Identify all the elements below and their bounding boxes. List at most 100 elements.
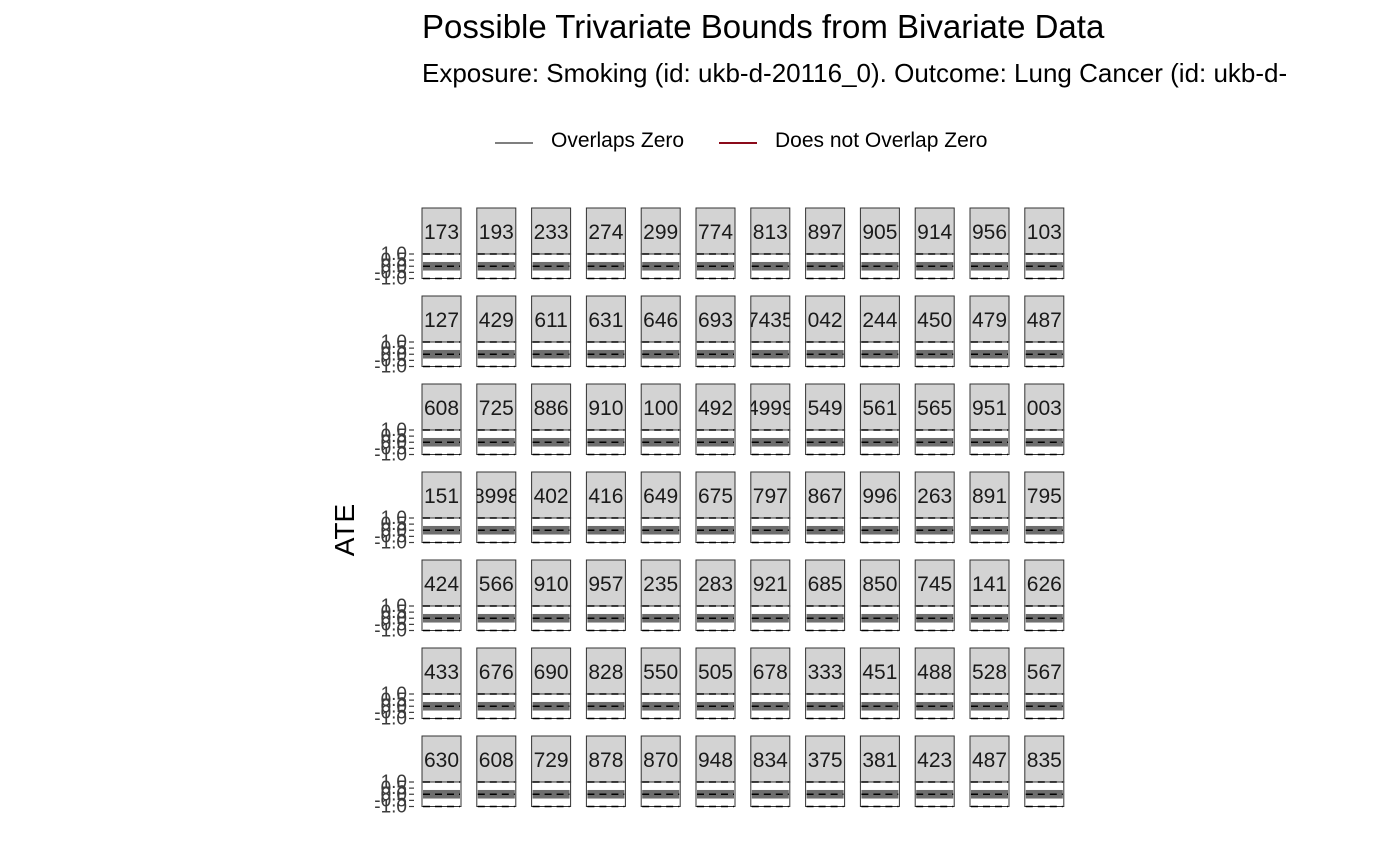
y-tick-label: 1.0 (381, 596, 407, 617)
facet-strip (585, 295, 626, 343)
facet-panel: 193 (476, 207, 517, 280)
facet-panel: 487 (969, 735, 1010, 808)
facet-strip (805, 735, 846, 783)
facet-strip (421, 295, 462, 343)
facet-strip-label: 608 (424, 397, 459, 420)
facet-strip-label: 828 (588, 661, 623, 684)
facet-strip (969, 295, 1010, 343)
y-tick-label: 0.0 (381, 696, 407, 717)
facet-strip-label: 867 (808, 485, 843, 508)
facet-strip-label: 685 (808, 573, 843, 596)
facet-strip-label: 948 (698, 749, 733, 772)
y-tick-label: 1.0 (381, 772, 407, 793)
facet-strip-label: 611 (534, 309, 567, 332)
facet-strip-label: 678 (753, 661, 788, 684)
facet-strip-label: 886 (534, 397, 569, 420)
facet-strip-label: 433 (424, 661, 459, 684)
facet-strip (1024, 559, 1065, 607)
facet-strip-label: 244 (862, 309, 897, 332)
facet-strip (805, 207, 846, 255)
facet-strip (476, 647, 517, 695)
y-tick-label: -1.0 (374, 621, 407, 642)
y-tick-label: 0.0 (381, 520, 407, 541)
facet-panel: 948 (695, 735, 736, 808)
facet-panel: 550 (640, 647, 681, 720)
facet-strip-label: 910 (588, 397, 623, 420)
facet-strip-label: 173 (424, 221, 459, 244)
y-tick-label: 1.0 (381, 508, 407, 529)
facet-panel: 283 (695, 559, 736, 632)
facet-strip (585, 647, 626, 695)
facet-panel: 921 (750, 559, 791, 632)
facet-strip-label: 630 (424, 749, 459, 772)
facet-panel: 375 (805, 735, 846, 808)
y-tick-label: 1.0 (381, 420, 407, 441)
facet-strip-label: 565 (917, 397, 952, 420)
facet-strip-label: 870 (643, 749, 678, 772)
facet-strip-label: 996 (862, 485, 897, 508)
facet-strip-label: 725 (479, 397, 514, 420)
facet-strip-label: 905 (862, 221, 897, 244)
facet-strip-label: 675 (698, 485, 733, 508)
facet-panel: 835 (1024, 735, 1065, 808)
facet-strip-label: 951 (972, 397, 1007, 420)
facet-strip-label: 283 (698, 573, 733, 596)
y-tick-label: 1.0 (381, 332, 407, 353)
facet-strip-label: 7435 (747, 309, 794, 332)
facet-strip (859, 207, 900, 255)
facet-strip (859, 383, 900, 431)
facet-panel: 828 (585, 647, 626, 720)
legend-key-overlaps-zero (495, 142, 533, 144)
facet-strip (640, 207, 681, 255)
legend-label-overlaps-zero: Overlaps Zero (551, 129, 685, 152)
facet-panel: 487 (1024, 295, 1065, 368)
facet-panel: 451 (859, 647, 900, 720)
facet-panel: 424 (421, 559, 462, 632)
facet-strip (476, 383, 517, 431)
facet-strip (914, 647, 955, 695)
facet-strip (640, 647, 681, 695)
y-tick-label: -0.5 (374, 526, 407, 547)
facet-strip-label: 626 (1027, 573, 1062, 596)
facet-strip (914, 383, 955, 431)
facet-panel: 549 (805, 383, 846, 456)
facet-panel: 685 (805, 559, 846, 632)
y-tick-label: 0.5 (381, 602, 407, 623)
facet-strip (585, 559, 626, 607)
y-tick-label: -1.0 (374, 357, 407, 378)
facet-strip-label: 003 (1027, 397, 1062, 420)
y-tick-label: -0.5 (374, 350, 407, 371)
facet-strip (750, 295, 791, 343)
y-tick-label: -1.0 (374, 709, 407, 730)
facet-strip (421, 471, 462, 519)
facet-panel: 8998 (476, 471, 517, 544)
facet-strip-label: 834 (753, 749, 788, 772)
facet-panel: 423 (914, 735, 955, 808)
facet-panel: 693 (695, 295, 736, 368)
facet-panel: 729 (531, 735, 572, 808)
y-tick-label: 0.5 (381, 690, 407, 711)
facet-strip (585, 207, 626, 255)
facet-strip (1024, 647, 1065, 695)
facet-panel: 957 (585, 559, 626, 632)
facet-strip (859, 559, 900, 607)
facet-panel: 626 (1024, 559, 1065, 632)
facet-panel: 505 (695, 647, 736, 720)
facet-strip-label: 690 (534, 661, 569, 684)
facet-strip-label: 505 (698, 661, 733, 684)
facet-strip (421, 559, 462, 607)
y-tick-label: -0.5 (374, 702, 407, 723)
facet-strip (1024, 383, 1065, 431)
facet-strip-label: 274 (588, 221, 623, 244)
facet-panel: 4999 (750, 383, 791, 456)
facet-panel: 914 (914, 207, 955, 280)
facet-strip-label: 263 (917, 485, 952, 508)
y-tick-label: -1.0 (374, 533, 407, 554)
facet-panel: 797 (750, 471, 791, 544)
facet-strip (531, 471, 572, 519)
facet-strip-label: 333 (808, 661, 843, 684)
facet-panel: 141 (969, 559, 1010, 632)
facet-strip (695, 383, 736, 431)
facet-strip (695, 559, 736, 607)
facet-panel: 608 (476, 735, 517, 808)
